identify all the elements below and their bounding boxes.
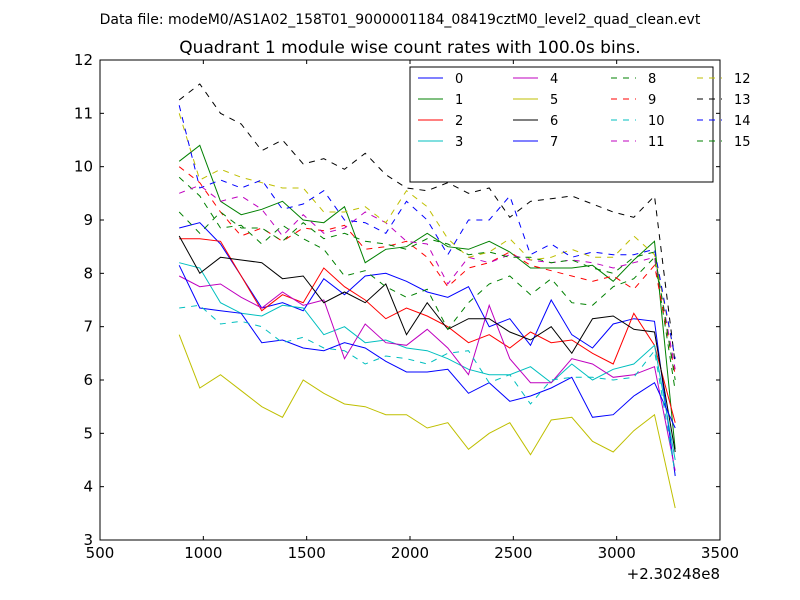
legend-label-3: 3	[455, 135, 463, 150]
y-tick-label: 3	[83, 531, 93, 549]
legend-label-2: 2	[455, 114, 463, 129]
series-line-4	[178, 275, 676, 471]
series-line-11	[179, 184, 676, 370]
y-tick-label: 7	[83, 318, 93, 336]
x-tick-label: 1500	[288, 544, 326, 562]
legend-label-1: 1	[455, 93, 463, 108]
legend-box	[409, 66, 714, 183]
x-tick-label: 3500	[701, 544, 739, 562]
legend-label-10: 10	[648, 114, 665, 129]
series-line-7	[178, 265, 676, 429]
series-line-9	[178, 166, 676, 375]
y-tick-label: 11	[74, 104, 93, 122]
y-tick-label: 8	[83, 264, 93, 282]
axis-ticks	[99, 59, 721, 541]
y-tick-label: 5	[83, 424, 93, 442]
series-line-12	[178, 113, 676, 359]
chart-title: Quadrant 1 module wise count rates with …	[179, 38, 640, 58]
series-line-15	[178, 211, 676, 381]
legend-label-0: 0	[455, 72, 463, 87]
x-tick-label: 2000	[391, 544, 429, 562]
legend-label-4: 4	[550, 72, 558, 87]
series-line-6	[178, 235, 676, 453]
series-line-0	[179, 222, 676, 477]
y-tick-label: 12	[74, 51, 93, 69]
x-offset-label: +2.30248e8	[627, 565, 720, 583]
legend-label-15: 15	[734, 135, 751, 150]
series-line-2	[179, 238, 676, 423]
y-tick-label: 10	[74, 158, 93, 176]
data-file-caption: Data file: modeM0/AS1A02_158T01_90000011…	[100, 12, 701, 28]
x-tick-label: 1000	[184, 544, 222, 562]
series-line-5	[178, 334, 676, 509]
legend-label-12: 12	[734, 72, 751, 87]
x-tick-label: 2500	[494, 544, 532, 562]
legend-label-14: 14	[734, 114, 751, 129]
series-line-1	[178, 144, 676, 450]
legend-label-9: 9	[648, 93, 656, 108]
series-line-8	[178, 176, 676, 391]
legend-label-7: 7	[550, 135, 558, 150]
legend-label-13: 13	[734, 93, 751, 108]
series-line-3	[179, 262, 676, 461]
series-line-10	[179, 304, 676, 474]
y-tick-label: 6	[83, 371, 93, 389]
y-tick-label: 9	[83, 211, 93, 229]
x-tick-label: 3000	[598, 544, 636, 562]
x-tick-label: 500	[86, 544, 115, 562]
series-lines	[178, 83, 676, 509]
legend-label-6: 6	[550, 114, 558, 129]
y-tick-label: 4	[83, 478, 93, 496]
legend-label-5: 5	[550, 93, 558, 108]
legend-label-8: 8	[648, 72, 656, 87]
legend-label-11: 11	[648, 135, 665, 150]
